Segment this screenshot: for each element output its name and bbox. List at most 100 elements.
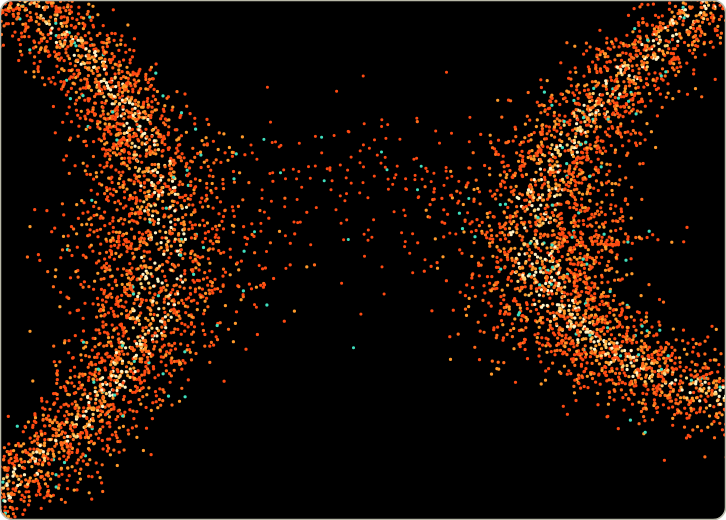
particle (109, 363, 113, 367)
particle (185, 104, 189, 108)
particle (17, 463, 21, 468)
particle (100, 266, 104, 270)
particle (137, 79, 141, 83)
particle (57, 450, 61, 454)
particle (121, 341, 125, 345)
particle (120, 293, 124, 297)
particle (156, 294, 160, 298)
particle (40, 76, 45, 80)
particle (483, 313, 487, 317)
particle (117, 83, 121, 87)
particle (83, 388, 87, 392)
particle (134, 153, 138, 157)
particle (227, 145, 231, 150)
particle (712, 405, 716, 409)
particle (82, 201, 86, 205)
particle (111, 193, 115, 197)
particle (65, 112, 69, 116)
particle (86, 436, 90, 440)
particle (117, 89, 121, 93)
particle (82, 346, 86, 350)
particle (38, 47, 43, 52)
particle (81, 414, 86, 418)
particle (173, 209, 177, 213)
particle (159, 360, 163, 364)
particle (48, 418, 52, 422)
particle (124, 309, 129, 313)
particle (68, 369, 73, 373)
particle (168, 167, 173, 171)
particle (172, 158, 176, 162)
particle (554, 281, 558, 285)
particle (123, 385, 127, 389)
particle (635, 63, 639, 67)
particle (110, 102, 114, 106)
particle (192, 272, 196, 276)
particle (422, 269, 426, 273)
particle (636, 20, 640, 25)
particle (175, 90, 179, 94)
particle (221, 274, 225, 278)
particle (45, 400, 49, 404)
particle (288, 241, 292, 245)
particle (14, 443, 18, 448)
particle (514, 256, 518, 260)
particle (92, 65, 96, 69)
particle (150, 326, 154, 330)
particle (28, 10, 32, 15)
particle (48, 499, 52, 503)
particle (186, 183, 190, 187)
particle (524, 172, 529, 177)
particle (633, 27, 637, 31)
particle (239, 298, 243, 302)
particle (661, 58, 665, 62)
particle (50, 26, 54, 30)
particle (77, 44, 81, 48)
particle (640, 97, 644, 101)
particle (179, 342, 183, 346)
particle (666, 28, 670, 32)
particle (80, 199, 84, 203)
particle (99, 314, 103, 318)
particle (55, 369, 60, 373)
particle (111, 110, 115, 114)
particle (2, 24, 6, 28)
particle (221, 182, 225, 186)
particle (117, 102, 122, 106)
particle (674, 398, 678, 402)
particle (116, 199, 120, 203)
particle (178, 239, 182, 243)
particle (575, 150, 579, 154)
particle (183, 252, 187, 256)
particle (86, 108, 90, 112)
particle (171, 163, 176, 167)
particle (72, 72, 76, 76)
particle (113, 62, 117, 66)
particle (146, 306, 150, 310)
particle (143, 209, 147, 213)
particle (77, 124, 81, 128)
particle (686, 43, 691, 48)
particle (133, 144, 137, 148)
particle (122, 75, 126, 79)
particle (85, 172, 89, 176)
particle (130, 276, 134, 280)
particle (79, 467, 83, 471)
particle (582, 103, 586, 107)
particle (153, 292, 157, 296)
particle (94, 59, 98, 64)
particle (127, 360, 131, 364)
particle (119, 122, 123, 126)
particle (539, 140, 544, 144)
particle (86, 378, 91, 383)
particle (118, 230, 122, 234)
particle (156, 211, 160, 215)
particle (677, 70, 681, 74)
particle (37, 489, 41, 494)
particle (134, 196, 138, 200)
particle (548, 319, 553, 323)
particle (108, 80, 112, 84)
particle (43, 83, 47, 87)
particle (103, 57, 107, 62)
particle (605, 36, 609, 40)
